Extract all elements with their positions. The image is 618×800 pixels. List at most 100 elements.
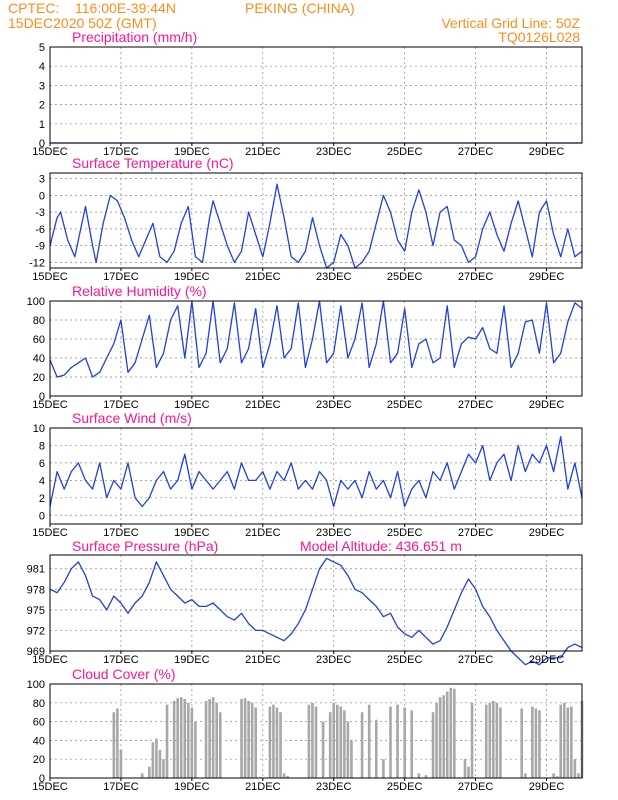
wind-series-line: [49, 436, 583, 508]
x-tick-label: 27DEC: [458, 271, 494, 283]
cloud-bar: [339, 706, 343, 778]
cloud-bar: [417, 773, 421, 778]
cloud-bar: [183, 699, 187, 778]
cloud-bar: [562, 702, 566, 778]
cloud-bar: [360, 712, 364, 778]
x-tick-label: 21DEC: [245, 654, 281, 666]
cloud-bar: [534, 708, 538, 778]
cloud-bar: [140, 773, 144, 778]
cloud-bar: [442, 695, 445, 778]
cloud-bar: [176, 698, 179, 778]
y-tick-label: 975: [27, 605, 45, 617]
x-tick-label: 25DEC: [387, 146, 423, 158]
x-tick-label: 21DEC: [245, 146, 281, 158]
cloud-bar: [424, 775, 428, 778]
x-tick-label: 19DEC: [174, 399, 210, 411]
cloud-bar: [449, 687, 453, 778]
x-tick-label: 17DEC: [103, 399, 139, 411]
cloud-bar: [531, 706, 534, 778]
y-tick-label: 60: [33, 334, 45, 346]
x-tick-label: 25DEC: [387, 399, 423, 411]
y-tick-label: 1: [39, 119, 45, 131]
cloud-bar: [155, 738, 158, 778]
x-tick-label: 19DEC: [174, 527, 210, 539]
y-tick-label: 100: [27, 296, 45, 308]
y-tick-label: 3: [39, 80, 45, 92]
cloud-bar: [286, 776, 289, 778]
cloud-bar: [243, 698, 247, 778]
cloud-bar: [396, 704, 399, 778]
x-tick-label: 17DEC: [103, 271, 139, 283]
y-tick-label: 0: [39, 773, 45, 785]
plot-frame: [49, 683, 583, 779]
x-tick-label: 15DEC: [32, 781, 68, 793]
cloud-bar: [484, 704, 488, 778]
cloud-bar: [499, 707, 502, 778]
cloud-bar: [403, 707, 406, 778]
temp-series-line: [49, 183, 583, 269]
x-tick-label: 19DEC: [174, 781, 210, 793]
y-tick-label: 0: [39, 510, 45, 522]
cloud-bar: [495, 702, 499, 778]
x-tick-label: 23DEC: [316, 146, 352, 158]
cloud-bar: [389, 706, 392, 778]
x-tick-label: 29DEC: [529, 781, 565, 793]
y-tick-label: 20: [33, 372, 45, 384]
header-source: CPTEC:: [8, 0, 59, 16]
x-tick-label: 25DEC: [387, 781, 423, 793]
cloud-bar: [335, 704, 339, 778]
y-tick-label: -12: [29, 257, 45, 269]
x-tick-label: 21DEC: [245, 271, 281, 283]
x-tick-label: 21DEC: [245, 527, 281, 539]
header-location: PEKING (CHINA): [245, 0, 355, 16]
y-tick-label: 969: [27, 646, 45, 658]
cloud-bar: [247, 700, 250, 778]
y-tick-label: 5: [39, 42, 45, 54]
cloud-bar: [279, 712, 282, 778]
x-tick-label: 17DEC: [103, 654, 139, 666]
cloud-bar: [272, 704, 275, 778]
cloud-bar: [275, 707, 279, 778]
pres-series-line: [49, 557, 583, 666]
header-coords: 116:00E-39:44N: [75, 0, 176, 16]
cloud-bar: [463, 759, 467, 778]
x-tick-label: 29DEC: [529, 654, 565, 666]
cloud-bar: [190, 707, 194, 778]
cloud-bar: [179, 697, 183, 778]
y-tick-label: 40: [33, 735, 45, 747]
y-tick-label: -9: [35, 241, 45, 253]
x-tick-label: 27DEC: [458, 527, 494, 539]
cloud-bar: [566, 707, 570, 778]
y-tick-label: 20: [33, 754, 45, 766]
cloud-bar: [328, 712, 332, 778]
pressure-panel: 969 972 975 978 981 15DEC 17DEC 19DEC 21DEC 23DEC…: [27, 538, 583, 666]
x-tick-label: 19DEC: [174, 146, 210, 158]
precipitation-panel: 0 1 2 3 4 5 15DEC 17DEC 19DEC 21DEC 23DEC 25DEC 27DE…: [32, 29, 583, 158]
cloud-bar: [194, 721, 197, 778]
cloud-bar: [208, 699, 211, 778]
cloud-bar: [577, 773, 580, 778]
y-tick-label: 8: [39, 440, 45, 452]
cloud-bar: [431, 712, 435, 778]
cloud-bar: [470, 702, 474, 778]
cloud-bar: [410, 710, 414, 778]
model-altitude-label: Model Altitude: 436.651 m: [300, 538, 462, 554]
y-tick-label: 978: [27, 584, 45, 596]
cloud-bar: [453, 688, 456, 778]
cloud-bar: [215, 702, 218, 778]
x-tick-label: 17DEC: [103, 527, 139, 539]
y-tick-label: 80: [33, 698, 45, 710]
cloud-bar: [314, 706, 318, 778]
cloud-bar: [346, 721, 350, 778]
y-tick-label: 60: [33, 717, 45, 729]
cloud-bar: [321, 721, 325, 778]
wind-panel: 0 2 4 6 8 10 15DEC 17DEC 19DEC 21DEC 23DEC 25DEC 27D…: [32, 410, 583, 539]
y-tick-label: 0: [39, 391, 45, 403]
y-tick-label: 80: [33, 315, 45, 327]
x-tick-label: 17DEC: [103, 781, 139, 793]
y-tick-label: 981: [27, 564, 45, 576]
x-tick-label: 27DEC: [458, 654, 494, 666]
cloud-bar: [204, 700, 208, 778]
cloud-bar: [311, 702, 314, 778]
y-tick-label: 972: [27, 625, 45, 637]
